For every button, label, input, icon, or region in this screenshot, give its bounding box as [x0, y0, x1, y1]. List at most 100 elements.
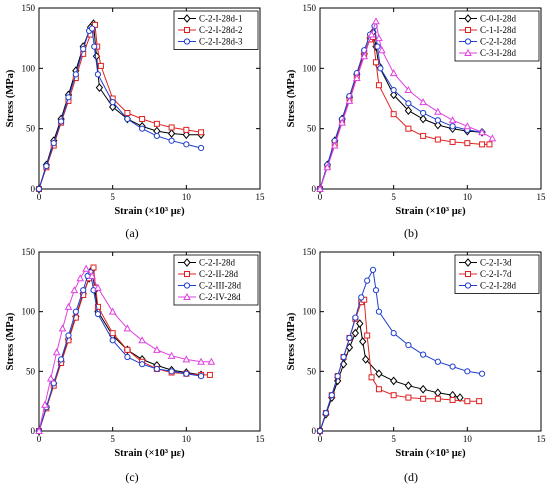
- data-point: [419, 384, 427, 394]
- data-point: [486, 141, 493, 148]
- data-point: [206, 371, 213, 378]
- legend-entry: C-2-IV-28d: [199, 292, 241, 302]
- data-point: [109, 337, 116, 344]
- data-point: [359, 337, 367, 346]
- y-axis-title: Stress (MPa): [286, 69, 297, 127]
- data-point: [50, 140, 57, 147]
- y-tick-label: 150: [303, 247, 317, 257]
- data-point: [123, 324, 132, 332]
- data-point: [82, 264, 90, 272]
- data-point: [76, 274, 85, 282]
- data-point: [346, 334, 353, 342]
- series-line: [319, 321, 461, 432]
- legend-entry: C-1-I-28d: [480, 25, 516, 35]
- data-point: [323, 163, 332, 171]
- data-point: [124, 109, 131, 116]
- series-4: [35, 264, 216, 434]
- legend-entry: C-2-II-28d: [199, 269, 238, 279]
- legend-marker: [183, 38, 191, 45]
- data-point: [167, 351, 176, 359]
- data-point: [448, 116, 457, 124]
- data-point: [420, 132, 427, 139]
- data-point: [372, 17, 380, 25]
- data-point: [182, 355, 191, 363]
- plot-frame: [319, 7, 542, 190]
- panel-label: (a): [125, 226, 138, 240]
- data-point: [372, 59, 379, 66]
- data-point: [139, 125, 146, 132]
- data-point: [449, 138, 456, 145]
- y-tick-label: 100: [303, 63, 317, 73]
- data-point: [390, 86, 397, 94]
- data-point: [109, 99, 116, 106]
- data-point: [404, 86, 413, 94]
- data-point: [35, 185, 43, 193]
- series-line: [38, 27, 202, 190]
- data-point: [476, 398, 483, 405]
- data-point: [478, 128, 486, 136]
- data-point: [338, 118, 346, 126]
- data-point: [390, 90, 398, 100]
- data-point: [153, 345, 161, 353]
- data-point: [330, 141, 339, 149]
- data-point: [464, 398, 471, 405]
- data-point: [124, 115, 131, 123]
- data-point: [369, 266, 377, 273]
- legend-entry: C-2-I-28d: [480, 281, 516, 291]
- data-point: [434, 358, 441, 365]
- y-tick-label: 50: [307, 366, 317, 376]
- x-axis-title: Strain (×10³ με): [114, 206, 185, 217]
- data-point: [139, 361, 146, 368]
- data-point: [334, 373, 341, 380]
- data-point: [434, 107, 442, 115]
- panel-label: (c): [125, 470, 138, 484]
- data-point: [124, 353, 131, 361]
- data-point: [368, 374, 375, 381]
- data-point: [58, 324, 67, 332]
- data-point: [197, 357, 205, 365]
- data-point: [328, 392, 335, 399]
- data-point: [463, 122, 472, 130]
- data-point: [404, 106, 413, 115]
- data-point: [364, 332, 371, 339]
- data-point: [91, 21, 98, 28]
- legend-marker: [184, 27, 190, 33]
- data-point: [352, 73, 361, 81]
- legend-marker: [465, 271, 471, 277]
- legend-marker: [183, 14, 191, 23]
- data-point: [183, 126, 190, 133]
- x-tick-label: 5: [110, 434, 115, 444]
- y-tick-label: 50: [26, 366, 36, 376]
- data-point: [138, 336, 146, 344]
- data-point: [345, 96, 354, 104]
- x-tick-label: 10: [463, 192, 473, 202]
- data-point: [420, 351, 427, 358]
- data-point: [46, 374, 55, 382]
- data-point: [182, 130, 190, 140]
- y-tick-label: 150: [22, 247, 36, 257]
- y-tick-label: 50: [26, 124, 36, 134]
- data-point: [168, 368, 175, 375]
- data-point: [375, 308, 383, 315]
- data-point: [345, 343, 354, 352]
- plot-frame: [319, 251, 542, 432]
- x-tick-label: 0: [318, 192, 323, 202]
- y-tick-label: 100: [22, 63, 36, 73]
- y-tick-label: 0: [312, 184, 317, 194]
- data-point: [420, 395, 427, 402]
- x-axis-title: Strain (×10³ με): [395, 206, 466, 217]
- data-point: [197, 144, 205, 152]
- data-point: [43, 162, 50, 170]
- data-point: [80, 45, 87, 53]
- data-point: [356, 319, 364, 328]
- series-3: [316, 266, 486, 435]
- legend-entry: C-2-I-3d: [480, 258, 512, 268]
- data-point: [316, 427, 324, 435]
- plot-frame: [38, 7, 261, 190]
- data-point: [340, 353, 347, 361]
- legend: C-2-I-3dC-2-I-7d C-2-I-28d: [454, 254, 540, 294]
- data-point: [364, 277, 371, 284]
